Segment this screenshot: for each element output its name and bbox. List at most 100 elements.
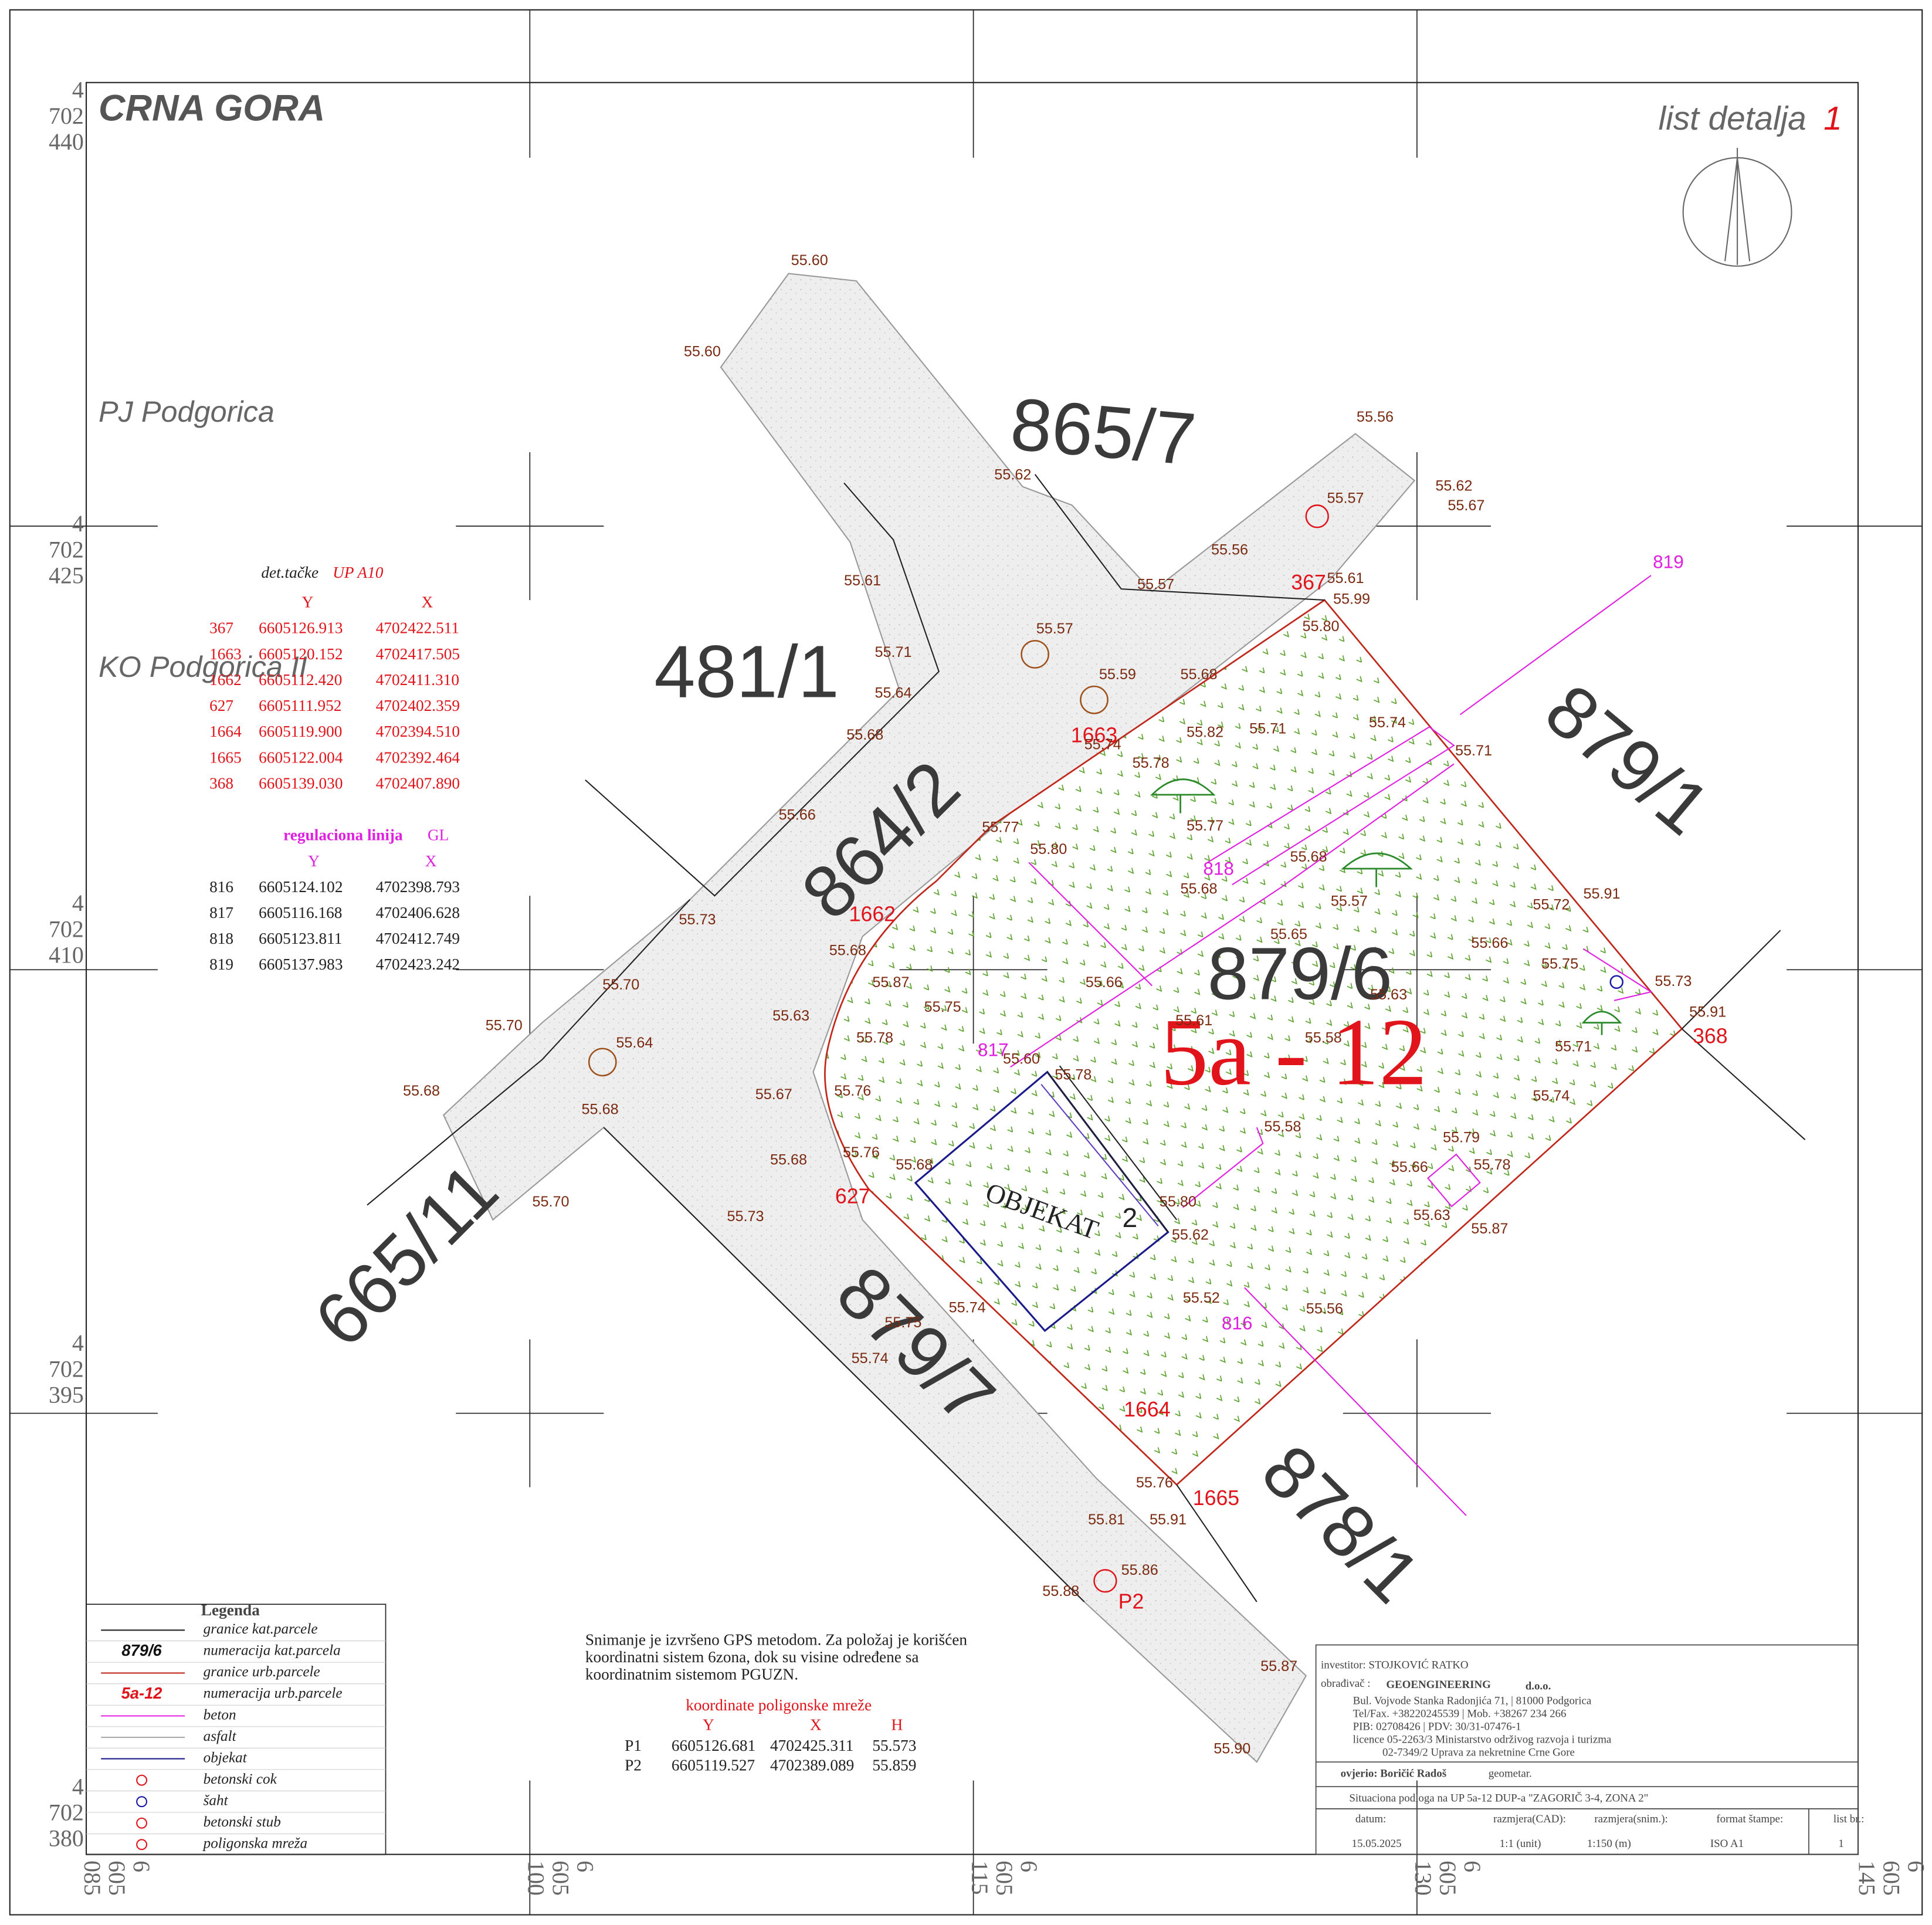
- address-line: Tel/Fax. +38220245539 | Mob. +38267 234 …: [1353, 1708, 1567, 1720]
- address-line: licence 05-2263/3 Ministarstvo održivog …: [1353, 1734, 1612, 1746]
- column-header: Y: [308, 852, 320, 870]
- field-label: list br.:: [1833, 1813, 1864, 1825]
- legend-title: Legenda: [201, 1601, 260, 1619]
- point-label: 1665: [1193, 1486, 1239, 1510]
- table-cell: 4702411.310: [376, 671, 459, 689]
- field-label: razmjera(snim.):: [1594, 1813, 1667, 1825]
- legend-symbol: [137, 1775, 147, 1785]
- grid-label: 4: [72, 510, 84, 537]
- grid-label: 440: [49, 128, 84, 155]
- legend-label: numeracija urb.parcele: [204, 1686, 343, 1702]
- table-cell: 6605126.681: [672, 1737, 755, 1754]
- survey-note: Snimanje je izvršeno GPS metodom. Za pol…: [585, 1631, 968, 1648]
- elevation: 55.82: [1187, 724, 1223, 741]
- parcel-number: 878/1: [1246, 1429, 1436, 1618]
- elevation: 55.91: [1150, 1511, 1187, 1528]
- elevation: 55.68: [403, 1083, 440, 1099]
- grid-label: 702: [49, 1799, 84, 1826]
- legend-label: granice kat.parcele: [204, 1621, 318, 1637]
- legend-label: betonski cok: [204, 1771, 277, 1787]
- elevation: 55.67: [1448, 497, 1484, 514]
- table-cell: 4702423.242: [376, 955, 460, 973]
- elevation: 55.56: [1211, 542, 1248, 558]
- elevation: 55.80: [1030, 841, 1067, 858]
- legend-symbol: [137, 1839, 147, 1849]
- grid-label: 6: [1016, 1860, 1042, 1872]
- elevation: 55.73: [727, 1208, 764, 1225]
- elevation: 55.65: [1270, 926, 1307, 943]
- elevation: 55.81: [1088, 1511, 1125, 1528]
- elevation: 55.80: [1303, 618, 1340, 635]
- elevation: 55.66: [1471, 935, 1508, 951]
- legend-label: betonski stub: [204, 1814, 281, 1830]
- grid-label: 702: [49, 1355, 84, 1382]
- table-cell: 55.859: [872, 1757, 916, 1774]
- elevation: 55.71: [1555, 1038, 1592, 1055]
- grid-label: 100: [523, 1860, 549, 1896]
- elevation: 55.57: [1137, 577, 1174, 593]
- elevation: 55.61: [844, 572, 881, 589]
- elevation: 55.63: [1414, 1207, 1450, 1224]
- table-cell: 4702389.089: [770, 1757, 854, 1774]
- elevation: 55.74: [949, 1300, 986, 1316]
- parcel-number: 865/7: [1008, 382, 1199, 481]
- table-cell: 6605137.983: [259, 955, 343, 973]
- parcel-number: 879/1: [1530, 668, 1725, 850]
- elevation: 55.68: [1181, 666, 1218, 683]
- elevation: 55.63: [1370, 987, 1407, 1003]
- elevation: 55.76: [1136, 1475, 1173, 1491]
- company: GEOENGINEERING: [1386, 1679, 1491, 1691]
- elevation: 55.71: [1249, 720, 1286, 737]
- elevation: 55.74: [1369, 714, 1406, 731]
- elevation: 55.62: [994, 467, 1031, 483]
- table-cell: 6605119.900: [259, 723, 342, 740]
- grid-label: 4: [72, 77, 84, 103]
- elevation: 55.87: [1260, 1658, 1297, 1675]
- table-cell: 6605111.952: [259, 697, 341, 714]
- elevation: 55.75: [1541, 956, 1578, 972]
- elevation: 55.76: [834, 1083, 871, 1099]
- table-cell: 4702402.359: [376, 697, 460, 714]
- table-cell: 819: [209, 955, 233, 973]
- elevation: 55.78: [1055, 1067, 1092, 1083]
- field-label: datum:: [1355, 1813, 1386, 1825]
- elevation: 55.80: [1160, 1194, 1197, 1210]
- field-value: 1:150 (m): [1587, 1838, 1631, 1850]
- elevation: 55.76: [843, 1144, 880, 1161]
- map: CRNA GORAlist detalja1PJ PodgoricaKO Pod…: [0, 0, 1932, 1925]
- elevation: 55.74: [1533, 1087, 1570, 1104]
- column-header: Y: [703, 1716, 714, 1733]
- grid-label: 410: [49, 941, 84, 968]
- verified-title: geometar.: [1489, 1767, 1532, 1780]
- grid-label: 702: [49, 103, 84, 129]
- field-label: razmjera(CAD):: [1493, 1813, 1566, 1825]
- table-title: det.tačke: [261, 564, 318, 581]
- building-number: 2: [1123, 1202, 1138, 1233]
- verified-by: ovjerio: Boričić Radoš: [1341, 1767, 1446, 1780]
- address-line: Bul. Vojvode Stanka Radonjića 71, | 8100…: [1353, 1694, 1592, 1707]
- field-value: ISO A1: [1710, 1838, 1744, 1850]
- grid-label: 4: [72, 890, 84, 916]
- table-title: regulaciona linija: [283, 826, 403, 844]
- table-cell: 818: [209, 930, 233, 947]
- elevation: 55.75: [924, 999, 961, 1015]
- investor: investitor: STOJKOVIĆ RATKO: [1321, 1659, 1469, 1672]
- elevation: 55.57: [1327, 490, 1364, 506]
- elevation: 55.62: [1172, 1227, 1209, 1243]
- elevation: 55.66: [779, 806, 816, 823]
- point-label: 627: [835, 1184, 870, 1208]
- grid-label: 085: [79, 1860, 106, 1896]
- elevation: 55.77: [982, 819, 1019, 835]
- elevation: 55.86: [1121, 1562, 1158, 1578]
- table-cell: 817: [209, 904, 233, 921]
- elevation: 55.74: [852, 1350, 889, 1367]
- elevation: 55.75: [884, 1314, 921, 1331]
- country: CRNA GORA: [99, 88, 325, 129]
- table-cell: 55.573: [872, 1737, 916, 1754]
- legend-label: numeracija kat.parcela: [204, 1643, 341, 1659]
- elevation: 55.52: [1183, 1290, 1220, 1306]
- parcel-number: 481/1: [654, 631, 839, 713]
- grid-label: 115: [967, 1860, 993, 1895]
- column-header: X: [810, 1716, 822, 1733]
- field-value: 15.05.2025: [1352, 1838, 1402, 1850]
